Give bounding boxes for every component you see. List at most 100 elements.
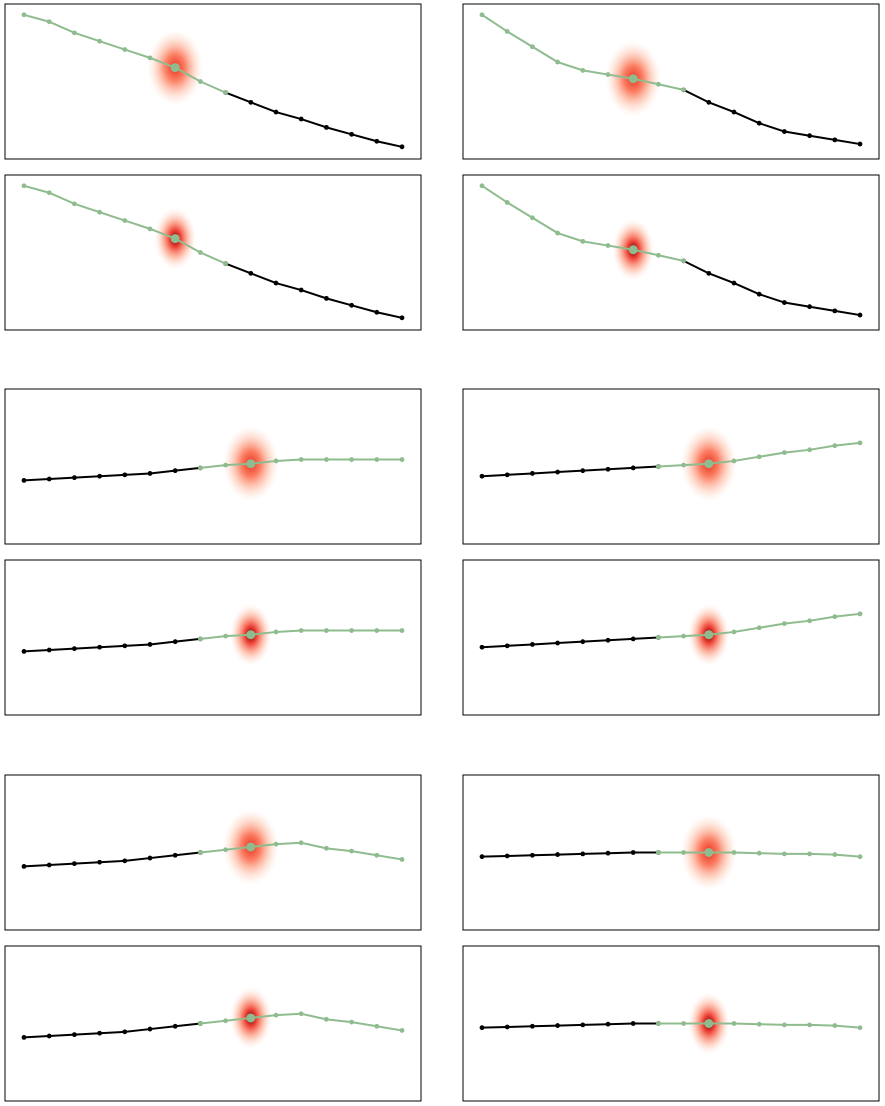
observed-point: [72, 861, 77, 867]
predicted-point: [46, 190, 52, 196]
predicted-point: [198, 250, 203, 255]
observed-point: [72, 475, 77, 481]
observed-point: [46, 1033, 52, 1039]
observed-point: [97, 473, 102, 479]
predicted-point: [374, 852, 380, 858]
observed-line: [683, 259, 861, 317]
panel-row3-left: [4, 388, 422, 545]
predicted-point: [807, 851, 812, 857]
predicted-point: [857, 611, 863, 617]
predicted-point: [349, 457, 354, 462]
predicted-point: [349, 628, 354, 633]
panel-row1-left: [4, 3, 422, 160]
predicted-point: [504, 29, 510, 34]
predicted-point: [223, 633, 229, 639]
observed-point: [555, 1023, 560, 1028]
predicted-point: [72, 30, 77, 36]
observed-point: [580, 851, 586, 857]
focus-point: [246, 630, 256, 640]
observed-point: [97, 1030, 102, 1036]
predicted-point: [605, 72, 611, 77]
observed-point: [46, 476, 52, 482]
observed-point: [21, 478, 27, 483]
observed-point: [580, 468, 586, 474]
observed-point: [782, 300, 787, 305]
panel-row6-right: [462, 945, 880, 1102]
focus-point: [246, 459, 256, 469]
predicted-point: [298, 628, 304, 633]
predicted-point: [374, 1023, 380, 1029]
observed-line: [23, 637, 201, 653]
observed-point: [122, 643, 128, 649]
observed-point: [349, 131, 354, 137]
observed-point: [504, 643, 510, 649]
observed-point: [504, 472, 510, 478]
predicted-point: [656, 464, 661, 469]
observed-point: [97, 859, 102, 865]
observed-point: [72, 1032, 77, 1038]
predicted-point: [223, 847, 229, 853]
predicted-point: [731, 629, 737, 635]
predicted-point: [349, 1019, 354, 1025]
observed-point: [248, 270, 254, 276]
predicted-point: [198, 1021, 203, 1026]
observed-point: [122, 1029, 128, 1035]
predicted-point: [832, 614, 838, 620]
observed-point: [172, 1023, 178, 1029]
observed-point: [605, 850, 611, 856]
observed-point: [298, 116, 304, 122]
focus-point: [704, 848, 714, 857]
observed-line: [683, 88, 861, 146]
predicted-point: [349, 848, 354, 854]
observed-point: [504, 853, 510, 859]
observed-point: [555, 640, 560, 646]
observed-point: [555, 469, 560, 475]
observed-line: [23, 1022, 201, 1039]
observed-point: [756, 120, 762, 126]
panel-frame: [462, 3, 880, 160]
observed-point: [630, 465, 636, 471]
observed-point: [530, 1023, 535, 1029]
predicted-point: [147, 55, 153, 61]
predicted-point: [21, 12, 27, 18]
observed-point: [122, 472, 128, 478]
panel-row6-left: [4, 945, 422, 1102]
predicted-point: [857, 854, 863, 860]
observed-point: [147, 642, 153, 647]
panel-row5-right: [462, 774, 880, 931]
predicted-point: [479, 183, 485, 189]
predicted-point: [681, 1021, 686, 1026]
observed-point: [630, 850, 636, 855]
predicted-point: [681, 462, 686, 468]
observed-point: [706, 270, 712, 276]
predicted-point: [782, 450, 787, 455]
predicted-point: [832, 1023, 838, 1028]
predicted-point: [223, 261, 229, 267]
observed-point: [248, 99, 254, 105]
observed-point: [21, 864, 27, 869]
observed-point: [555, 852, 560, 857]
predicted-point: [273, 458, 279, 464]
observed-point: [147, 471, 153, 476]
predicted-point: [681, 633, 686, 639]
observed-line: [23, 851, 201, 868]
predicted-point: [399, 457, 405, 462]
predicted-point: [807, 447, 812, 453]
focus-point: [246, 842, 256, 852]
predicted-point: [399, 1028, 405, 1033]
predicted-point: [756, 1021, 762, 1027]
predicted-point: [731, 1021, 737, 1026]
observed-point: [807, 133, 812, 139]
predicted-point: [731, 458, 737, 464]
predicted-point: [656, 1021, 661, 1026]
predicted-point: [122, 47, 128, 52]
observed-point: [479, 473, 485, 479]
predicted-point: [273, 629, 279, 635]
predicted-point: [756, 625, 762, 631]
observed-point: [46, 862, 52, 868]
observed-point: [580, 1022, 586, 1028]
predicted-point: [580, 67, 586, 73]
predicted-point: [46, 19, 52, 25]
observed-point: [172, 468, 178, 474]
predicted-point: [21, 183, 27, 189]
